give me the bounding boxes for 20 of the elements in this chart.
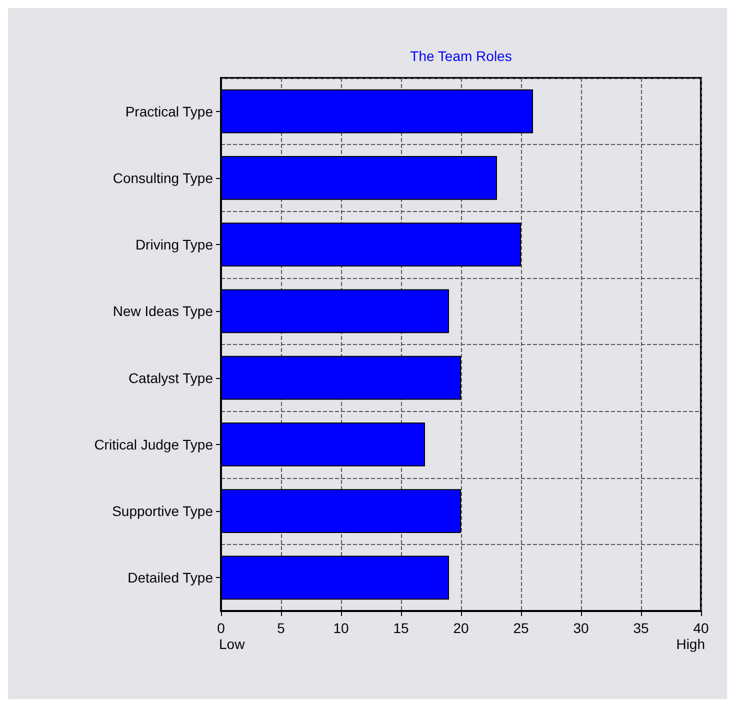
y-tick-label: Consulting Type [112, 170, 214, 186]
y-tick-label: Driving Type [135, 236, 214, 253]
x-tick-label: 5 [277, 620, 286, 636]
y-tick-label: Practical Type [125, 103, 214, 120]
y-tick-label: Supportive Type [112, 503, 214, 520]
x-tick-label: 0 [217, 620, 226, 636]
text: Low [219, 636, 246, 652]
y-tick-label: New Ideas Type [112, 303, 214, 320]
y-tick-label: Critical Judge Type [94, 436, 214, 452]
x-tick-label: 25 [513, 620, 529, 636]
x-tick-label: 20 [453, 620, 469, 636]
y-tick-label: Detailed Type [128, 570, 214, 586]
x-tick-label: 15 [393, 620, 409, 636]
x-tick-label: 30 [573, 620, 589, 636]
x-tick-label: 35 [633, 620, 649, 636]
text: High [676, 636, 705, 652]
chart-title: The Team Roles [410, 48, 512, 64]
x-tick-label: 40 [693, 620, 709, 636]
y-tick-label: Catalyst Type [128, 370, 214, 386]
x-tick-label: 10 [333, 620, 349, 636]
